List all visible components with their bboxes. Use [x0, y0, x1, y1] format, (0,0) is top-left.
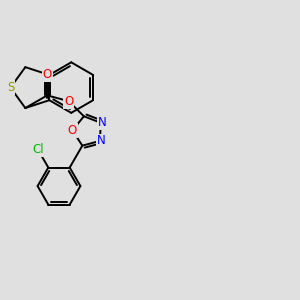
Text: O: O [43, 68, 52, 81]
Text: O: O [68, 124, 77, 137]
Text: S: S [7, 81, 14, 94]
Text: N: N [97, 134, 106, 147]
Text: N: N [98, 116, 107, 129]
Text: Cl: Cl [32, 143, 44, 156]
Text: O: O [64, 95, 74, 108]
